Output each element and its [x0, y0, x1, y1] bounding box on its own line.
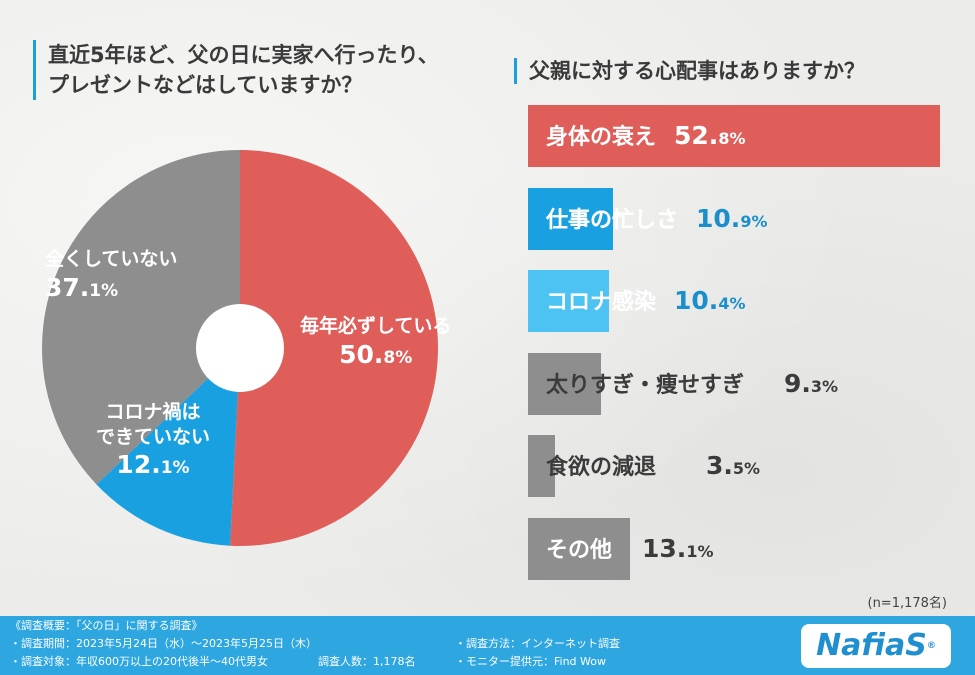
pie-title-line-1: 直近5年ほど、父の日に実家へ行ったり、 — [48, 43, 439, 67]
pie-slice-not-at-all — [42, 150, 240, 485]
pie-label-not-at-all-text: 全くしていない — [45, 248, 178, 270]
bar-other — [528, 518, 631, 580]
bar-label-weight: 太りすぎ・痩せすぎ 9.3% — [546, 369, 839, 398]
footer-count: 調査人数：1,178名 — [318, 655, 416, 668]
bar-body — [528, 105, 940, 167]
nafias-logo: NafiaS® — [801, 624, 951, 668]
pie-label-not-at-all: 全くしていない 37.1% — [45, 247, 177, 304]
pie-slice-every-year — [230, 150, 438, 546]
pie-label-every-year: 毎年必ずしている 50.8% — [300, 314, 451, 371]
pie-label-covid-value: 12.1% — [116, 450, 190, 480]
pie-title-line-2: プレゼントなどはしていますか？ — [48, 73, 363, 97]
bar-chart-title: 父親に対する心配事はありますか？ — [514, 58, 959, 84]
bar-work — [528, 188, 614, 250]
bar-label-other: その他 13.1% — [546, 534, 714, 563]
pie-center-hole — [196, 304, 284, 392]
pie-label-every-year-value: 50.8% — [339, 339, 413, 369]
footer-target: ・調査対象：年収600万以上の20代後半～40代男女 — [10, 655, 268, 668]
pie-label-every-year-text: 毎年必ずしている — [300, 315, 452, 337]
pie-label-covid: コロナ禍は できていない 12.1% — [96, 400, 210, 482]
pie-label-covid-text-1: コロナ禍は — [105, 401, 201, 423]
pie-label-not-at-all-value: 37.1% — [45, 272, 119, 302]
bar-label-body: 身体の衰え 52.8% — [546, 121, 746, 150]
bar-label-appetite: 食欲の減退 3.5% — [546, 451, 761, 480]
footer: 《調査概要：「父の日」に関する調査》 ・調査期間：2023年5月24日（水）～2… — [0, 616, 975, 675]
footer-provider: ・モニター提供元：Find Wow — [455, 655, 606, 668]
footer-period: ・調査期間：2023年5月24日（水）～2023年5月25日（木） — [10, 637, 317, 650]
bar-label-covid: コロナ感染 10.4% — [546, 286, 746, 315]
pie-label-covid-text-2: できていない — [96, 425, 211, 448]
footer-overview: 《調査概要：「父の日」に関する調査》 — [10, 619, 203, 632]
pie-chart-title: 直近5年ほど、父の日に実家へ行ったり、 プレゼントなどはしていますか？ — [33, 40, 508, 100]
pie-slice-covid — [96, 348, 240, 546]
bar-weight — [528, 353, 601, 415]
bar-covid — [528, 270, 610, 332]
footer-method: ・調査方法：インターネット調査 — [455, 637, 620, 650]
bar-label-work: 仕事の忙しさ 10.9% — [546, 204, 768, 233]
pie-chart — [42, 150, 438, 546]
sample-size-note: (n=1,178名) — [867, 596, 948, 611]
bar-appetite — [528, 435, 556, 497]
